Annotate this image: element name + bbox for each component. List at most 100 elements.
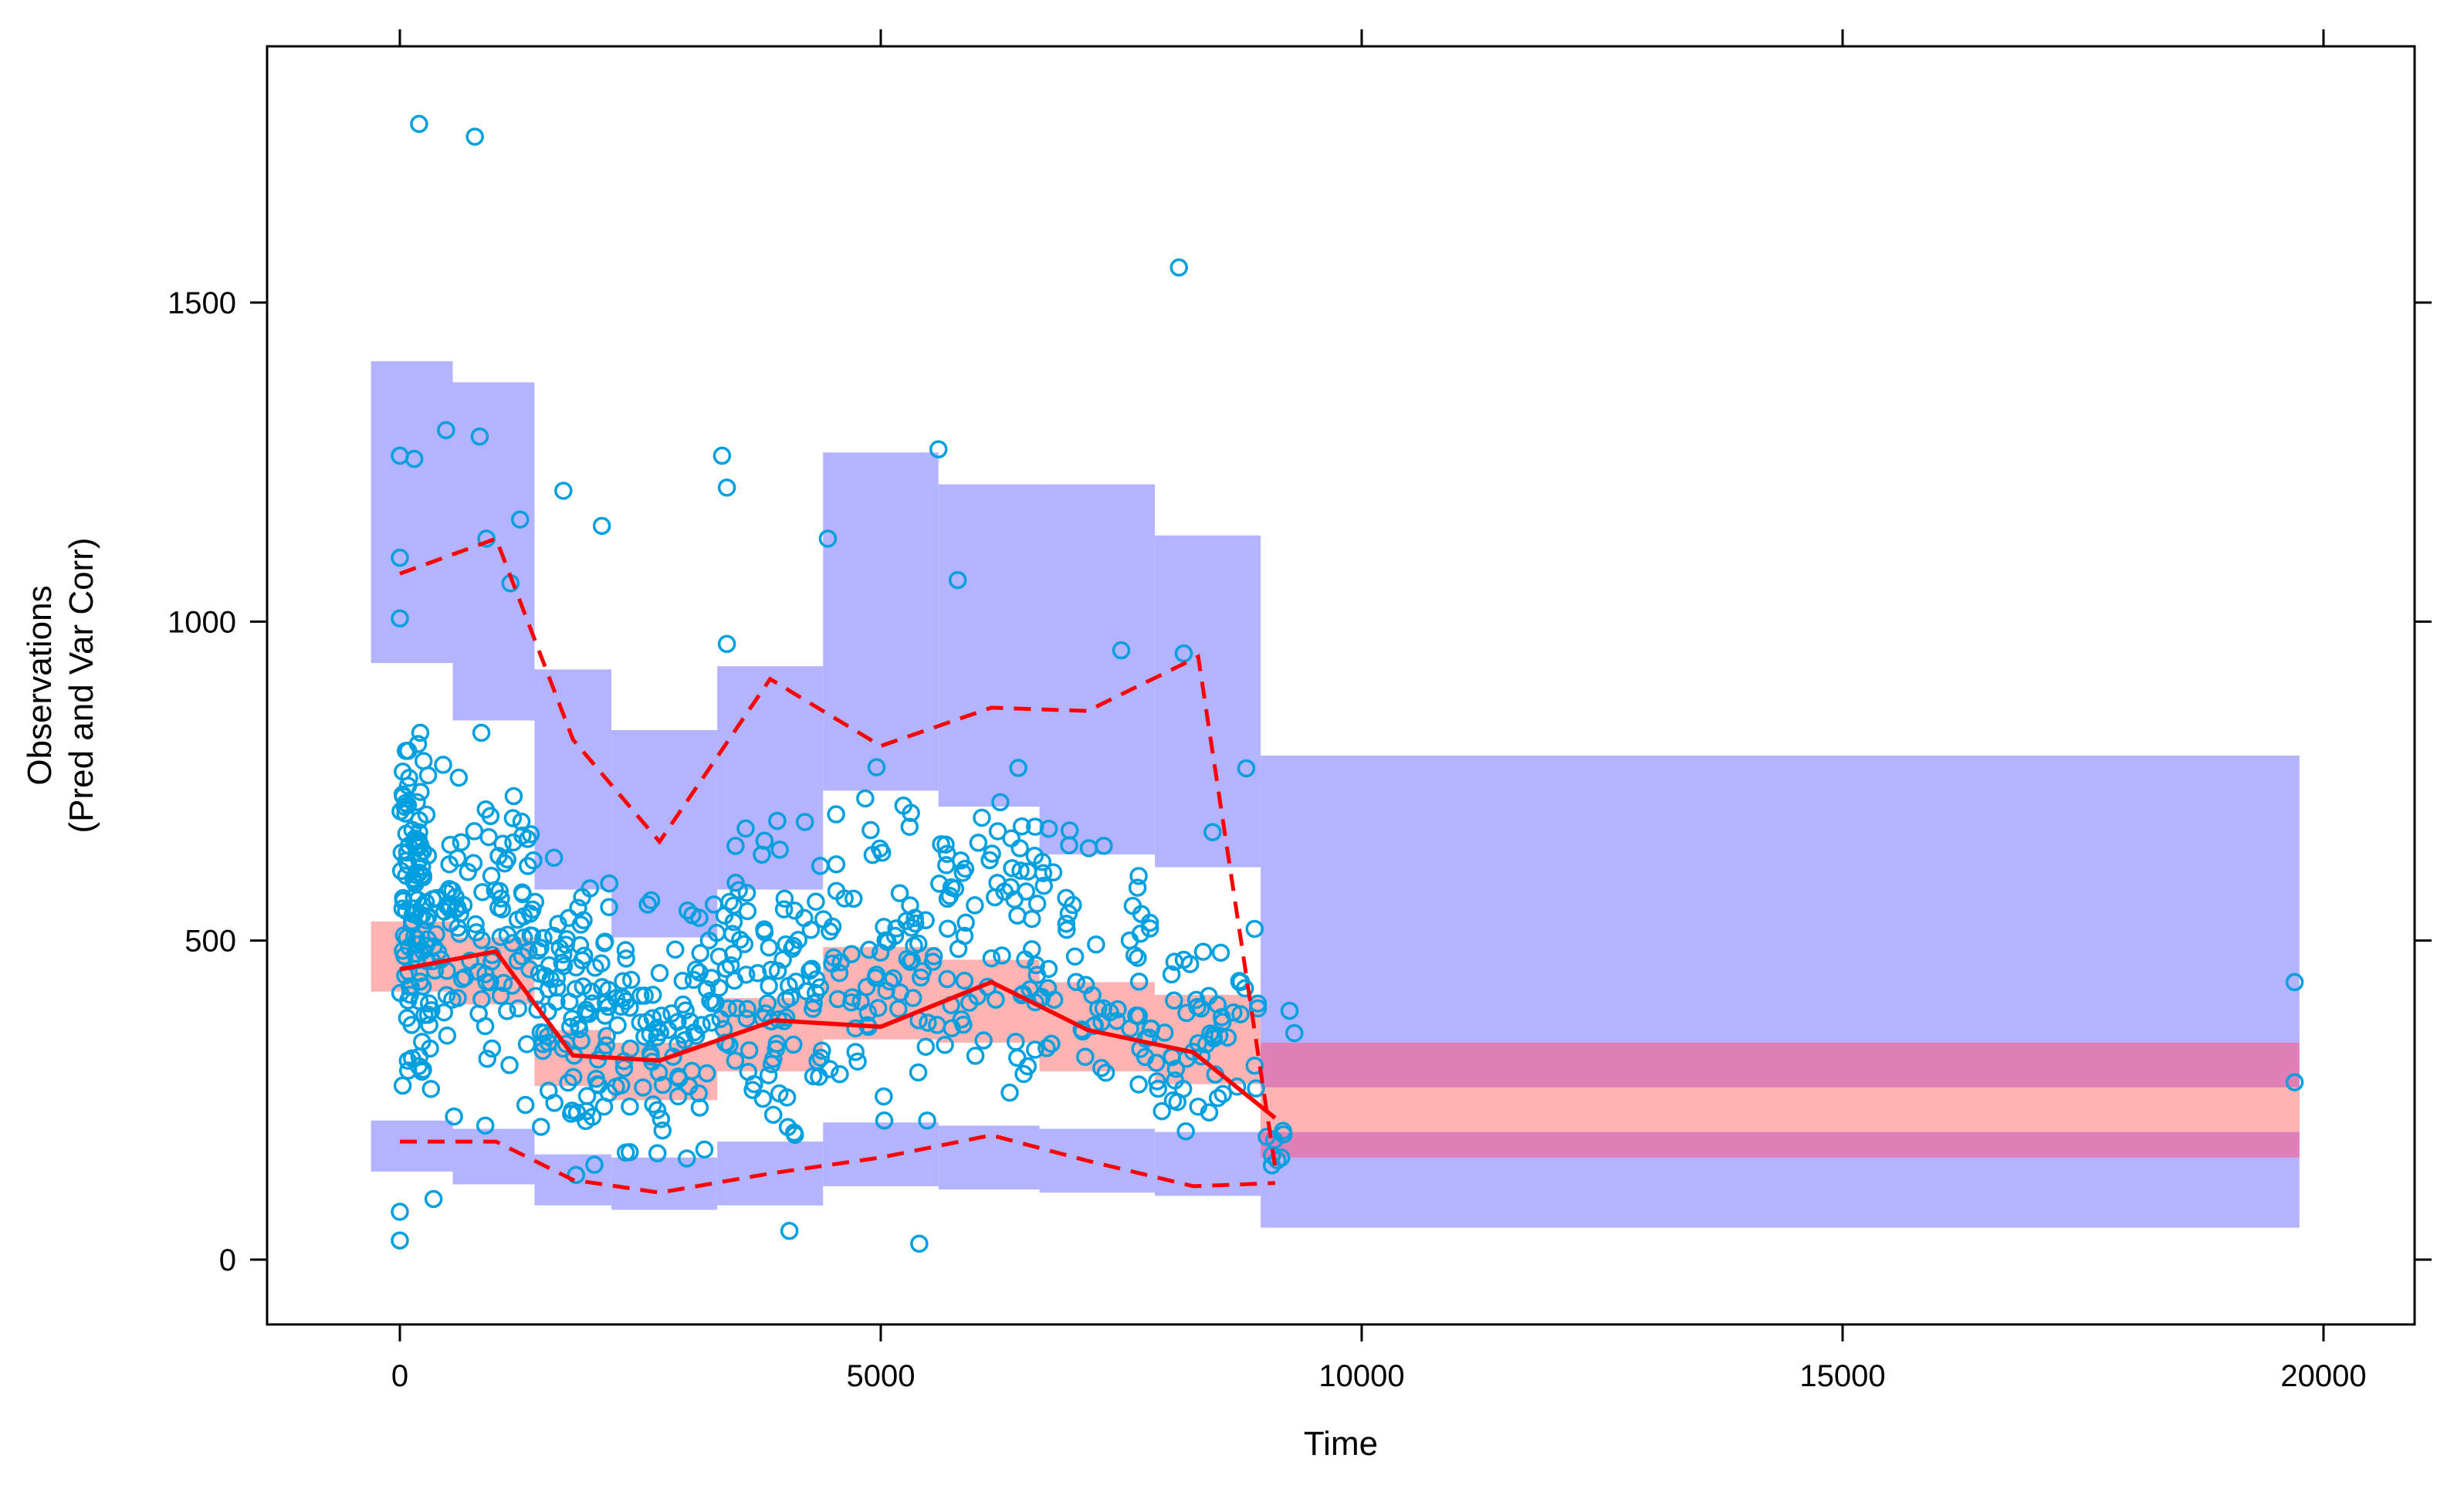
observation-point <box>1076 1047 1095 1067</box>
observation-point <box>802 959 821 978</box>
observation-point <box>435 1003 453 1022</box>
observation-point <box>392 843 411 862</box>
observation-point <box>635 1027 654 1046</box>
observation-point <box>939 919 957 938</box>
observation-point <box>991 793 1010 812</box>
observation-point <box>513 883 532 901</box>
observation-point <box>520 959 539 979</box>
observation-point <box>617 949 635 968</box>
observation-point <box>760 976 778 996</box>
observation-point <box>759 1066 778 1084</box>
observation-point <box>753 1089 773 1108</box>
observation-point <box>1076 976 1095 994</box>
observation-point <box>648 1144 667 1162</box>
observation-point <box>1203 823 1222 841</box>
observation-point <box>724 896 743 915</box>
x-tick-label: 10000 <box>1318 1359 1404 1393</box>
observation-point <box>595 934 614 952</box>
observation-point <box>699 931 719 950</box>
observation-point <box>842 993 861 1012</box>
observation-point <box>982 949 1001 968</box>
observation-point <box>411 783 430 801</box>
x-tick-label: 20000 <box>2280 1359 2366 1393</box>
observation-point <box>691 944 710 962</box>
observation-point <box>1067 973 1085 992</box>
observation-point <box>528 1000 547 1019</box>
observation-point <box>760 938 778 957</box>
observation-point <box>1079 839 1098 858</box>
observation-point <box>473 883 492 901</box>
observation-point <box>1060 836 1078 854</box>
observation-point <box>813 1041 831 1060</box>
observation-point <box>768 811 787 830</box>
observation-point <box>411 844 430 863</box>
observation-point <box>860 940 878 959</box>
observation-point <box>600 898 618 917</box>
observation-point <box>391 861 411 881</box>
observation-point <box>783 939 801 959</box>
observation-point <box>830 963 849 983</box>
observation-point <box>470 427 489 446</box>
observation-point <box>585 1155 604 1174</box>
observation-point <box>842 945 861 963</box>
plot-frame <box>266 45 2416 1326</box>
observation-point <box>737 1009 756 1028</box>
observation-point <box>482 867 501 885</box>
observation-point <box>519 857 537 875</box>
observation-point <box>780 1222 799 1240</box>
observation-point <box>673 972 692 990</box>
observation-point <box>394 926 414 945</box>
observation-point <box>1012 817 1031 836</box>
observation-point <box>695 1140 714 1159</box>
observation-point <box>770 841 789 859</box>
observation-point <box>1280 1001 1299 1020</box>
observation-point <box>955 971 974 990</box>
observation-point <box>545 1094 564 1112</box>
observation-point <box>1129 1075 1148 1094</box>
observation-point <box>1131 924 1150 943</box>
observation-point <box>668 1087 688 1106</box>
observation-point <box>943 1019 961 1037</box>
observation-point <box>393 785 412 804</box>
observation-point <box>531 939 550 957</box>
observation-point <box>612 1076 631 1094</box>
observation-point <box>948 570 967 590</box>
wide-median-pi-band <box>1261 1087 2300 1132</box>
observation-point <box>434 756 452 774</box>
x-tick-label: 15000 <box>1799 1359 1885 1393</box>
observation-point <box>559 1073 577 1092</box>
observation-point <box>1089 1000 1108 1018</box>
observation-point <box>1039 820 1058 838</box>
observation-point <box>715 906 734 925</box>
observation-point <box>1129 867 1148 885</box>
observation-point <box>588 1050 608 1069</box>
observation-point <box>396 793 415 813</box>
observation-point <box>534 929 553 948</box>
observation-point <box>889 1000 908 1018</box>
observation-point <box>597 1036 616 1055</box>
observation-point <box>597 1027 616 1045</box>
observation-point <box>498 850 516 869</box>
observation-point <box>554 482 573 500</box>
observation-point <box>919 1013 937 1032</box>
observation-point <box>443 990 462 1009</box>
observation-point <box>993 946 1011 965</box>
observation-point <box>871 943 890 962</box>
observation-point <box>678 1149 696 1168</box>
observation-point <box>1057 915 1076 933</box>
observation-point <box>1231 1005 1250 1023</box>
observation-point <box>464 854 483 873</box>
observation-point <box>539 980 558 999</box>
observation-point <box>414 752 433 770</box>
observation-point <box>912 968 930 987</box>
observation-point <box>905 914 925 933</box>
observation-point <box>564 1067 583 1087</box>
observation-point <box>621 970 641 989</box>
observation-point <box>634 1078 652 1097</box>
observation-point <box>544 848 564 868</box>
observation-point <box>1065 947 1085 966</box>
observation-point <box>900 817 919 837</box>
x-tick-label: 5000 <box>847 1359 916 1393</box>
observation-point <box>821 1060 839 1078</box>
observation-point <box>465 822 484 841</box>
